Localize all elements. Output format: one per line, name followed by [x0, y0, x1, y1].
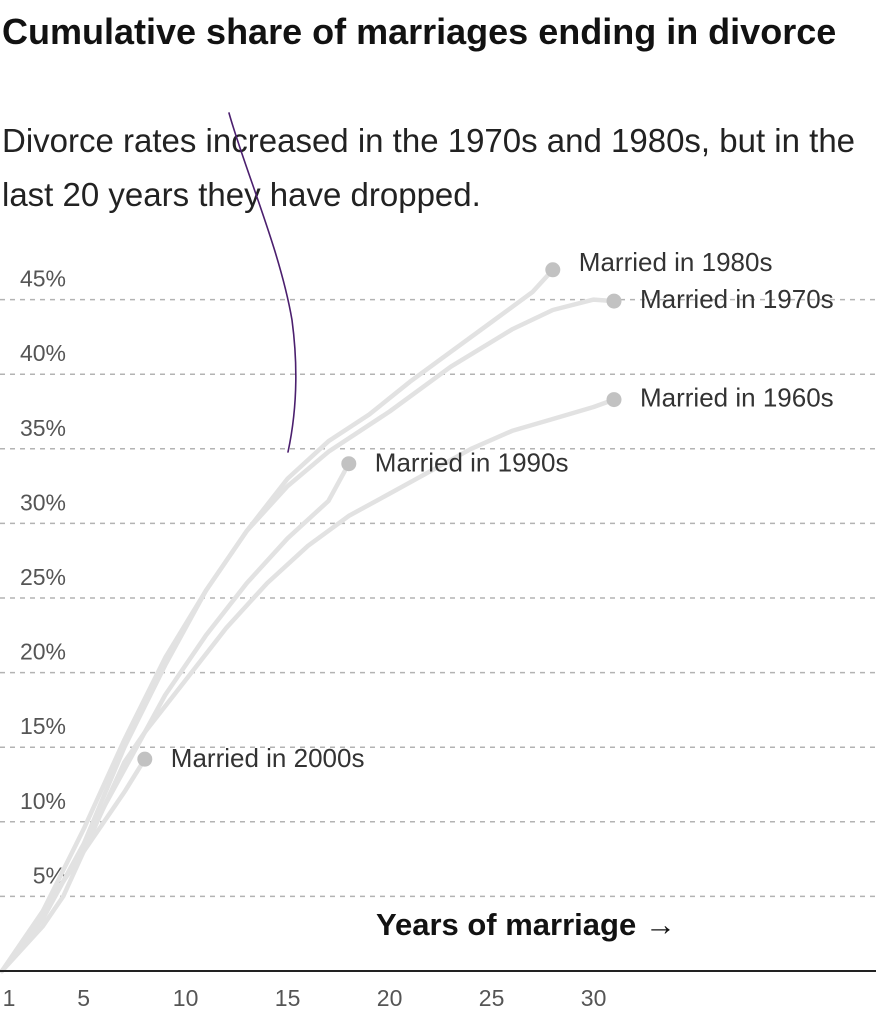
y-tick-label-20: 20% — [20, 639, 66, 665]
x-tick-label-30: 30 — [581, 985, 607, 1011]
x-tick-label-15: 15 — [275, 985, 301, 1011]
series-endpoint-married-in-1980s — [545, 262, 561, 278]
chart-title: Cumulative share of marriages ending in … — [2, 11, 837, 52]
x-tick-label-1: 1 — [3, 985, 16, 1011]
x-axis-label: Years of marriage → — [376, 907, 676, 942]
y-axis-tick-labels: 5%10%15%20%25%30%35%40%45% — [20, 266, 66, 889]
series-label-married-in-1960s: Married in 1960s — [640, 383, 834, 413]
series-endpoint-married-in-1990s — [341, 456, 357, 472]
y-tick-label-15: 15% — [20, 713, 66, 739]
y-tick-label-25: 25% — [20, 564, 66, 590]
series-line-married-in-1970s — [0, 297, 617, 974]
series-endpoint-married-in-1970s — [606, 293, 622, 309]
series-line-married-in-1980s — [0, 267, 556, 974]
series-label-married-in-1980s: Married in 1980s — [579, 247, 773, 277]
chart-subtitle: Divorce rates increased in the 1970s and… — [2, 122, 856, 213]
y-tick-label-10: 10% — [20, 788, 66, 814]
y-tick-label-35: 35% — [20, 415, 66, 441]
series-lines — [0, 267, 617, 974]
series-labels: Married in 1960s Married in 1970s Married … — [171, 247, 834, 773]
hand-drawn-annotation-stroke — [228, 112, 297, 453]
series-line-married-in-1960s — [0, 397, 617, 974]
x-tick-label-10: 10 — [173, 985, 199, 1011]
x-tick-label-20: 20 — [377, 985, 403, 1011]
gridlines — [0, 298, 876, 898]
x-axis-tick-labels: 1 5 10 15 20 25 30 — [3, 985, 607, 1011]
y-tick-label-40: 40% — [20, 340, 66, 366]
series-label-married-in-2000s: Married in 2000s — [171, 743, 365, 773]
x-tick-label-25: 25 — [479, 985, 505, 1011]
x-tick-label-5: 5 — [77, 985, 90, 1011]
y-tick-label-30: 30% — [20, 489, 66, 515]
series-label-married-in-1990s: Married in 1990s — [375, 448, 569, 478]
series-endpoint-married-in-2000s — [137, 751, 153, 767]
series-line-married-in-2000s — [0, 756, 148, 974]
series-label-married-in-1970s: Married in 1970s — [640, 284, 834, 314]
y-tick-label-45: 45% — [20, 266, 66, 292]
series-endpoint-married-in-1960s — [606, 392, 622, 408]
series-endpoints — [137, 262, 622, 767]
